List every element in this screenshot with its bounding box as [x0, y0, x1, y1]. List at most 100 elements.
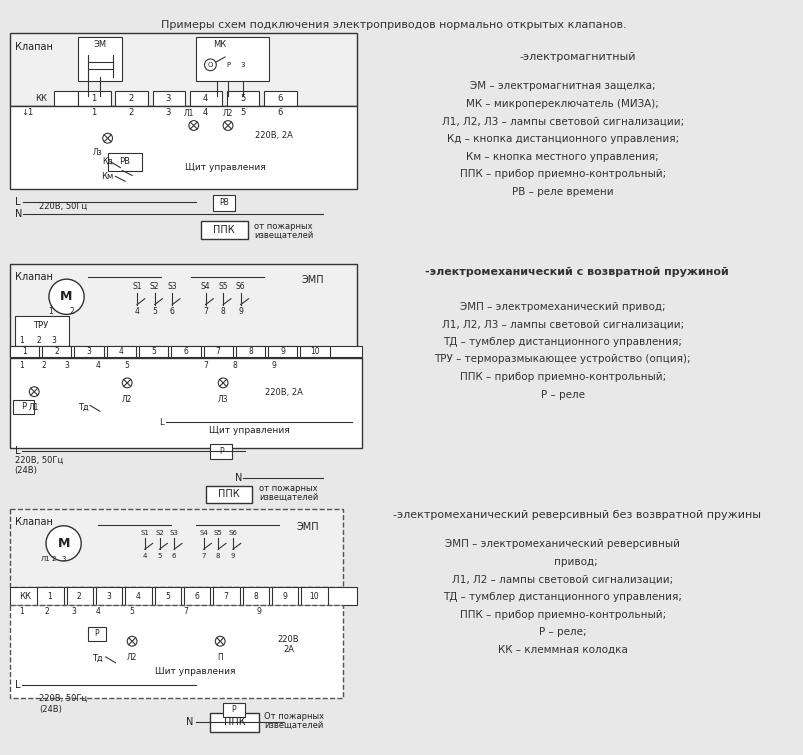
Text: ППК – прибор приемно-контрольный;: ППК – прибор приемно-контрольный; — [459, 169, 665, 180]
Text: Л1: Л1 — [29, 403, 39, 412]
Text: 220В, 50Гц: 220В, 50Гц — [39, 202, 88, 211]
Text: 5: 5 — [157, 553, 161, 559]
Text: 9: 9 — [271, 361, 276, 370]
Text: ТД – тумблер дистанционного управления;: ТД – тумблер дистанционного управления; — [442, 337, 681, 347]
Text: S2: S2 — [149, 282, 159, 291]
Text: 1: 1 — [92, 94, 96, 103]
Bar — [10, 587, 357, 605]
Text: S2: S2 — [155, 529, 164, 535]
Text: 3: 3 — [106, 592, 111, 601]
Text: Клапан: Клапан — [14, 42, 52, 52]
Text: 6: 6 — [277, 94, 282, 103]
Text: 7: 7 — [183, 607, 188, 616]
Bar — [201, 221, 247, 239]
Bar — [243, 587, 269, 605]
Text: 10: 10 — [309, 592, 319, 601]
Text: 2: 2 — [44, 607, 49, 616]
Text: 2А: 2А — [283, 645, 294, 654]
Text: Р: Р — [95, 629, 99, 638]
Bar — [184, 587, 210, 605]
Text: 8: 8 — [232, 361, 237, 370]
Text: S6: S6 — [228, 529, 237, 535]
Text: 3: 3 — [240, 62, 245, 68]
Text: Примеры схем подключения электроприводов нормально открытых клапанов.: Примеры схем подключения электроприводов… — [161, 20, 626, 30]
Text: 5: 5 — [240, 94, 245, 103]
Bar — [223, 703, 244, 716]
Text: КК – клеммная колодка: КК – клеммная колодка — [497, 645, 627, 655]
Text: N: N — [234, 473, 242, 482]
Circle shape — [218, 378, 228, 388]
Text: 2: 2 — [128, 108, 133, 117]
Bar — [10, 359, 361, 448]
Text: Клапан: Клапан — [14, 517, 52, 527]
Text: 7: 7 — [215, 347, 220, 356]
Text: Р – реле: Р – реле — [540, 390, 584, 399]
Text: 220В, 2А: 220В, 2А — [264, 388, 303, 397]
Text: Шит управления: Шит управления — [155, 667, 235, 676]
Text: ↓1: ↓1 — [21, 108, 34, 117]
Bar — [235, 346, 265, 357]
Text: привод;: привод; — [527, 557, 597, 567]
Text: 8: 8 — [216, 553, 220, 559]
Bar — [37, 587, 63, 605]
Bar — [203, 346, 233, 357]
Text: П: П — [217, 653, 222, 662]
Text: 2: 2 — [37, 336, 42, 345]
Text: извещателей: извещателей — [254, 230, 313, 239]
Text: 1: 1 — [22, 347, 26, 356]
Bar — [107, 346, 136, 357]
Circle shape — [103, 134, 112, 143]
Text: 2: 2 — [55, 347, 59, 356]
Bar — [171, 346, 201, 357]
Text: РВ: РВ — [119, 157, 129, 166]
Text: от пожарных: от пожарных — [254, 222, 312, 231]
Text: ЭМП: ЭМП — [301, 275, 324, 285]
Text: (24В): (24В) — [14, 467, 38, 476]
Text: 3: 3 — [51, 336, 56, 345]
Text: Тд: Тд — [92, 655, 103, 664]
Text: (24В): (24В) — [39, 705, 62, 714]
Bar — [210, 713, 259, 732]
Bar — [139, 346, 168, 357]
Bar — [226, 91, 259, 106]
Text: 3: 3 — [71, 607, 75, 616]
Text: S1: S1 — [141, 529, 149, 535]
Text: L: L — [159, 418, 164, 427]
Text: Л3: Л3 — [218, 395, 228, 404]
Text: 5: 5 — [129, 607, 134, 616]
Text: ЭМ – электромагнитная защелка;: ЭМ – электромагнитная защелка; — [469, 82, 654, 91]
Bar — [13, 399, 35, 414]
Text: 8: 8 — [221, 307, 225, 316]
Text: S5: S5 — [218, 282, 227, 291]
Text: 9: 9 — [238, 307, 243, 316]
Text: 7: 7 — [223, 592, 228, 601]
Bar — [75, 346, 104, 357]
Bar — [300, 346, 329, 357]
Bar — [10, 346, 39, 357]
Bar — [78, 38, 122, 82]
Text: L: L — [14, 446, 20, 456]
Text: ТРУ – терморазмыкающее устройство (опция);: ТРУ – терморазмыкающее устройство (опция… — [434, 354, 690, 365]
Text: ЭМП – электромеханический реверсивный: ЭМП – электромеханический реверсивный — [445, 539, 679, 550]
Bar — [264, 91, 296, 106]
Circle shape — [30, 387, 39, 396]
Text: 6: 6 — [169, 307, 174, 316]
Text: 220В: 220В — [278, 635, 300, 644]
Circle shape — [204, 59, 216, 71]
Bar — [10, 32, 357, 106]
Text: ППК – прибор приемно-контрольный;: ППК – прибор приемно-контрольный; — [459, 610, 665, 620]
Text: 1: 1 — [19, 361, 24, 370]
Text: Л1, Л2 – лампы световой сигнализации;: Л1, Л2 – лампы световой сигнализации; — [451, 575, 672, 584]
Text: 4: 4 — [202, 108, 208, 117]
Text: Л1, Л2, Л3 – лампы световой сигнализации;: Л1, Л2, Л3 – лампы световой сигнализации… — [441, 319, 683, 329]
Bar — [108, 153, 141, 171]
Text: О: О — [207, 62, 213, 68]
Text: 3: 3 — [64, 361, 69, 370]
Text: 5: 5 — [152, 307, 157, 316]
Text: КК: КК — [19, 592, 31, 601]
Text: Щит управления: Щит управления — [185, 163, 265, 172]
Text: 7: 7 — [201, 553, 206, 559]
Text: 6: 6 — [194, 592, 199, 601]
Text: 4: 4 — [142, 553, 147, 559]
Text: S3: S3 — [169, 529, 178, 535]
